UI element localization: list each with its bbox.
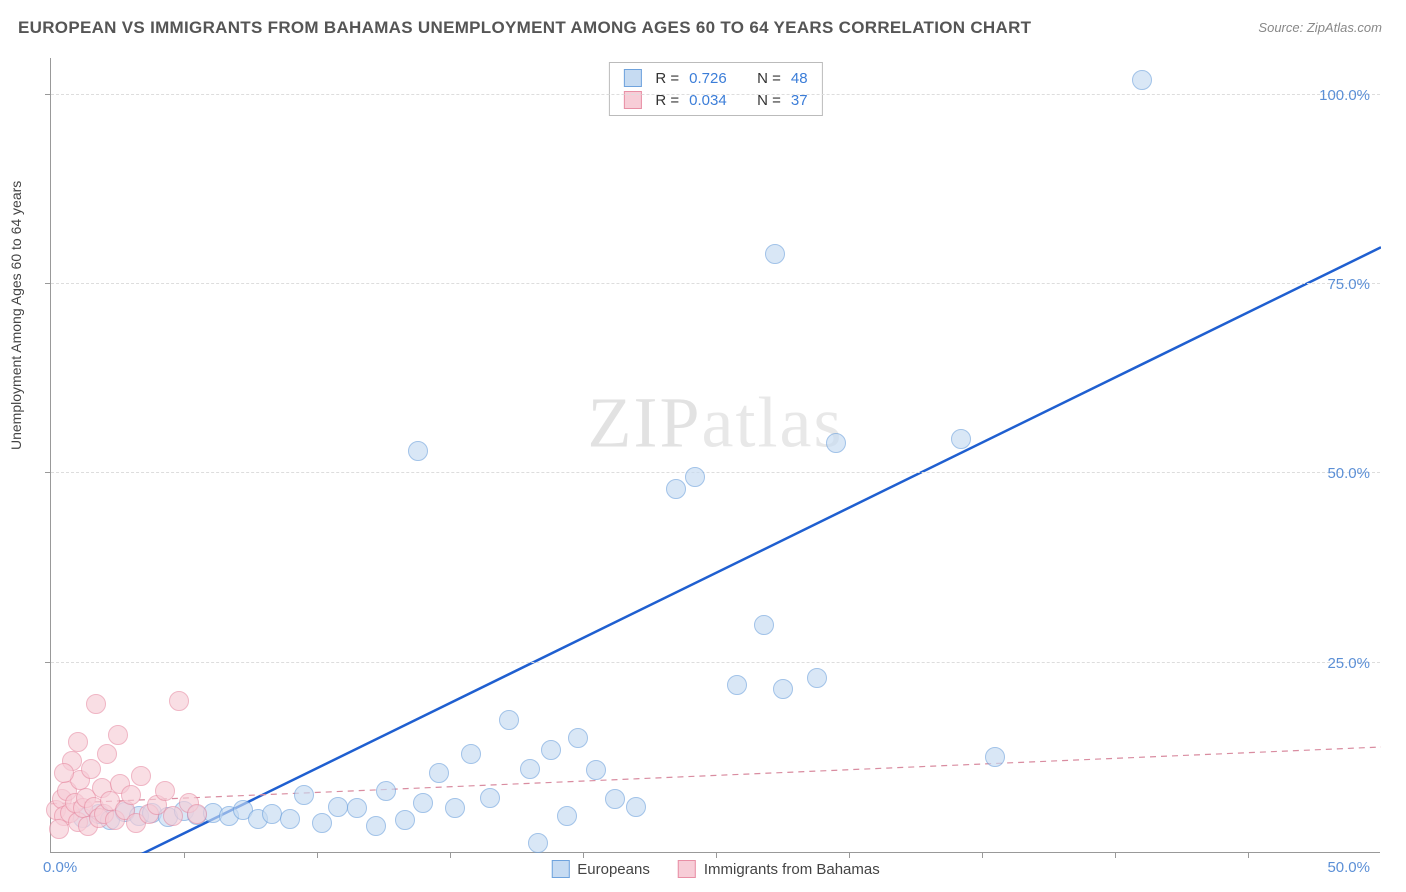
y-tick-label: 25.0% [1327, 655, 1370, 672]
data-point [528, 833, 548, 853]
watermark: ZIPatlas [588, 382, 844, 465]
chart-title: EUROPEAN VS IMMIGRANTS FROM BAHAMAS UNEM… [18, 18, 1031, 38]
data-point [49, 819, 69, 839]
swatch-europeans [623, 69, 641, 87]
x-tick [184, 852, 185, 858]
x-tick [849, 852, 850, 858]
x-tick [317, 852, 318, 858]
r-value-europeans: 0.726 [689, 70, 737, 87]
y-tick [45, 283, 51, 284]
data-point [86, 694, 106, 714]
chart-container: EUROPEAN VS IMMIGRANTS FROM BAHAMAS UNEM… [0, 0, 1406, 892]
gridline-h [51, 662, 1380, 663]
data-point [97, 744, 117, 764]
x-tick [583, 852, 584, 858]
data-point [81, 759, 101, 779]
y-tick [45, 662, 51, 663]
y-tick-label: 50.0% [1327, 465, 1370, 482]
correlation-row-europeans: R = 0.726 N = 48 [623, 67, 807, 89]
data-point [557, 806, 577, 826]
trend-lines-svg [51, 58, 1381, 853]
data-point [685, 467, 705, 487]
y-tick-label: 75.0% [1327, 276, 1370, 293]
y-tick [45, 94, 51, 95]
n-value-europeans: 48 [791, 70, 808, 87]
data-point [480, 788, 500, 808]
watermark-part-b: atlas [702, 383, 844, 463]
data-point [520, 759, 540, 779]
gridline-h [51, 283, 1380, 284]
gridline-h [51, 94, 1380, 95]
swatch-europeans [551, 860, 569, 878]
data-point [499, 710, 519, 730]
data-point [586, 760, 606, 780]
data-point [131, 766, 151, 786]
series-legend: Europeans Immigrants from Bahamas [551, 860, 879, 878]
n-label: N = [757, 70, 781, 87]
x-tick [1115, 852, 1116, 858]
legend-label-bahamas: Immigrants from Bahamas [704, 861, 880, 878]
data-point [754, 615, 774, 635]
x-tick [450, 852, 451, 858]
data-point [121, 785, 141, 805]
data-point [826, 433, 846, 453]
data-point [568, 728, 588, 748]
data-point [366, 816, 386, 836]
data-point [155, 781, 175, 801]
gridline-h [51, 472, 1380, 473]
x-tick [1248, 852, 1249, 858]
data-point [461, 744, 481, 764]
x-tick-label-max: 50.0% [1327, 859, 1370, 876]
correlation-row-bahamas: R = 0.034 N = 37 [623, 89, 807, 111]
data-point [54, 763, 74, 783]
data-point [413, 793, 433, 813]
data-point [347, 798, 367, 818]
data-point [1132, 70, 1152, 90]
r-label: R = [655, 70, 679, 87]
data-point [395, 810, 415, 830]
data-point [445, 798, 465, 818]
x-tick-label-min: 0.0% [43, 859, 77, 876]
data-point [666, 479, 686, 499]
legend-item-europeans: Europeans [551, 860, 650, 878]
data-point [429, 763, 449, 783]
y-axis-label: Unemployment Among Ages 60 to 64 years [8, 181, 24, 450]
legend-label-europeans: Europeans [577, 861, 650, 878]
trend-line [51, 747, 1381, 804]
correlation-legend: R = 0.726 N = 48 R = 0.034 N = 37 [608, 62, 822, 116]
plot-area: ZIPatlas R = 0.726 N = 48 R = 0.034 N = … [50, 58, 1380, 853]
data-point [280, 809, 300, 829]
data-point [312, 813, 332, 833]
data-point [187, 804, 207, 824]
data-point [408, 441, 428, 461]
x-tick [982, 852, 983, 858]
data-point [605, 789, 625, 809]
data-point [169, 691, 189, 711]
data-point [328, 797, 348, 817]
data-point [262, 804, 282, 824]
y-tick-label: 100.0% [1319, 87, 1370, 104]
data-point [541, 740, 561, 760]
trend-line [51, 247, 1381, 853]
data-point [376, 781, 396, 801]
source-label: Source: [1258, 20, 1303, 35]
data-point [626, 797, 646, 817]
data-point [294, 785, 314, 805]
y-tick [45, 472, 51, 473]
swatch-bahamas [678, 860, 696, 878]
data-point [108, 725, 128, 745]
data-point [68, 732, 88, 752]
legend-item-bahamas: Immigrants from Bahamas [678, 860, 880, 878]
data-point [951, 429, 971, 449]
source-value: ZipAtlas.com [1307, 20, 1382, 35]
data-point [727, 675, 747, 695]
data-point [807, 668, 827, 688]
x-tick [716, 852, 717, 858]
data-point [773, 679, 793, 699]
data-point [765, 244, 785, 264]
data-point [985, 747, 1005, 767]
watermark-part-a: ZIP [588, 383, 702, 463]
source-attribution: Source: ZipAtlas.com [1258, 20, 1382, 35]
